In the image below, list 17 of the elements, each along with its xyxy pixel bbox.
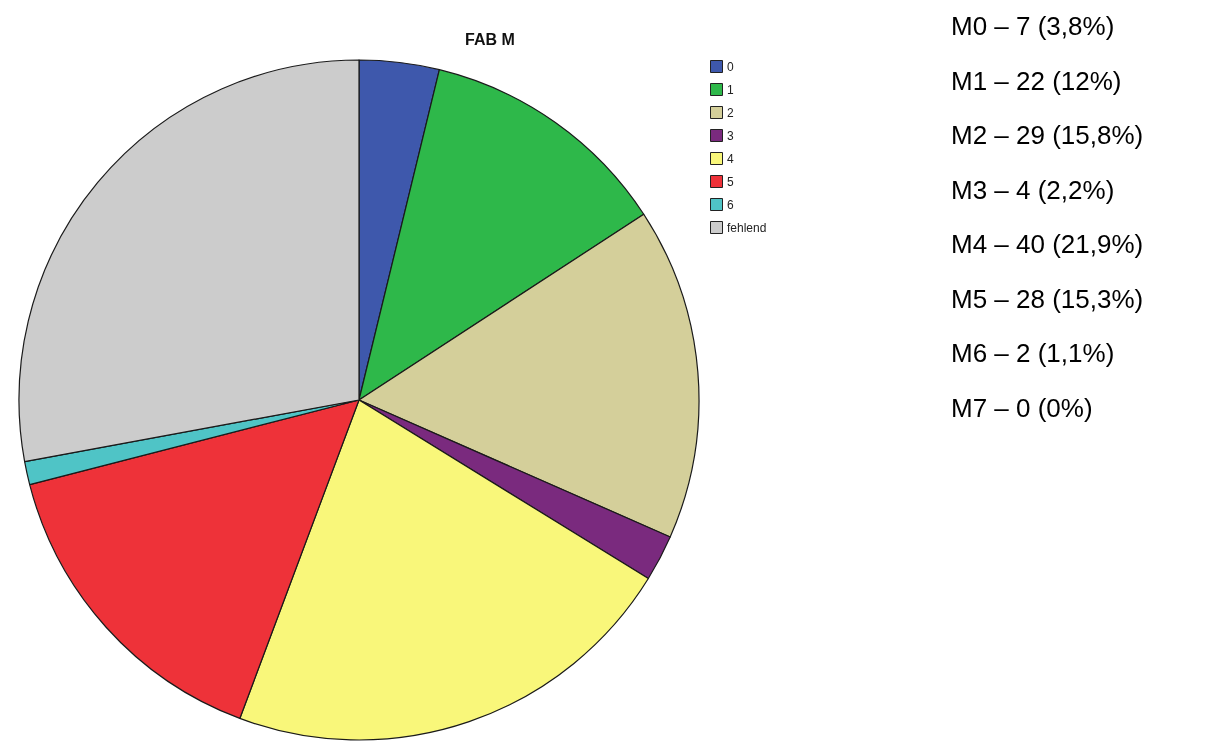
text: M2 – 29 (15,8%) (951, 120, 1144, 151)
legend-label: 6 (727, 197, 734, 212)
text: M3 – 4 (2,2%) (951, 174, 1115, 205)
legend-label: 0 (727, 59, 734, 74)
legend-label: 2 (727, 105, 734, 120)
text: M7 – 0 (0%) (951, 392, 1093, 423)
text: M0 – 7 (3,8%) (951, 11, 1115, 42)
text: M6 – 2 (1,1%) (951, 338, 1115, 369)
text: M4 – 40 (21,9%) (951, 229, 1144, 260)
legend-label: 4 (727, 151, 734, 166)
legend-label: fehlend (727, 220, 767, 235)
text: M5 – 28 (15,3%) (951, 283, 1144, 314)
legend-label: 3 (727, 128, 734, 143)
legend-label: 1 (727, 82, 734, 97)
legend-label: 5 (727, 174, 734, 189)
chart-title: FAB M (465, 31, 515, 48)
text: M1 – 22 (12%) (951, 65, 1122, 96)
